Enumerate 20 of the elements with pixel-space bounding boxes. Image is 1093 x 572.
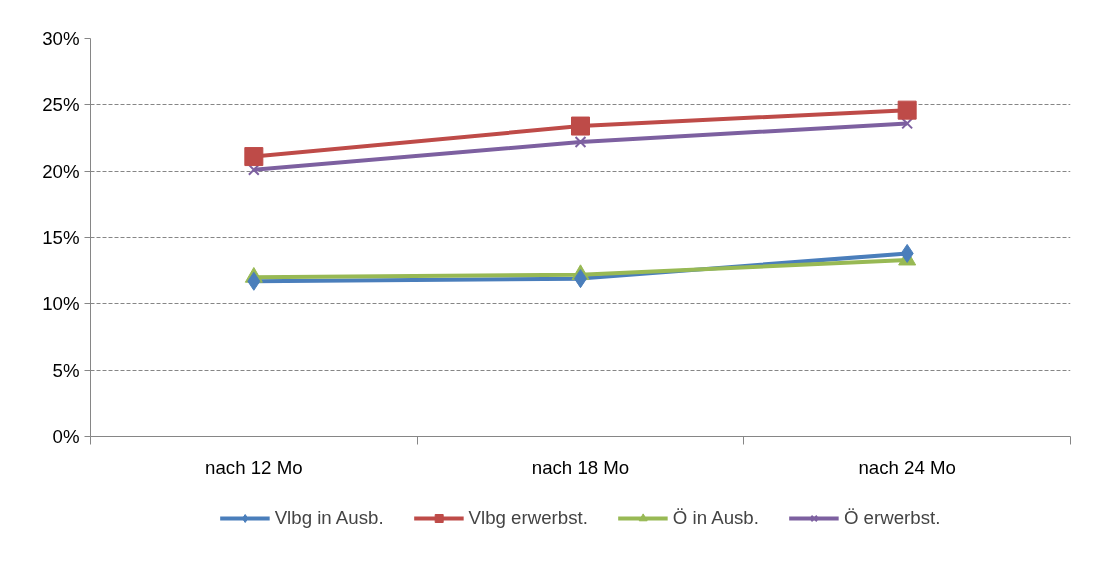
- legend-label: Ö in Ausb.: [672, 506, 759, 529]
- point: [244, 147, 264, 167]
- point: [900, 243, 914, 263]
- y-tick-label: 30%: [42, 28, 80, 49]
- y-tick-label: 25%: [42, 94, 80, 116]
- point: [247, 271, 261, 291]
- y-tick-label: 5%: [52, 359, 80, 381]
- y-tick-label: 15%: [42, 227, 80, 248]
- x-tick-label: nach 24 Mo: [858, 456, 956, 478]
- legend-label: Ö erwerbst.: [843, 506, 941, 529]
- point: [574, 136, 587, 148]
- y-tick-label: 0%: [52, 426, 80, 447]
- legend-label: Vlbg in Ausb.: [274, 506, 384, 529]
- y-tick-label: 20%: [42, 160, 80, 182]
- y-tick-label: 10%: [42, 293, 80, 315]
- legend-label: Vlbg erwerbst.: [468, 506, 588, 529]
- point: [897, 100, 917, 120]
- x-tick-label: nach 18 Mo: [531, 456, 630, 478]
- point: [571, 116, 590, 136]
- x-tick-label: nach 12 Mo: [205, 456, 303, 478]
